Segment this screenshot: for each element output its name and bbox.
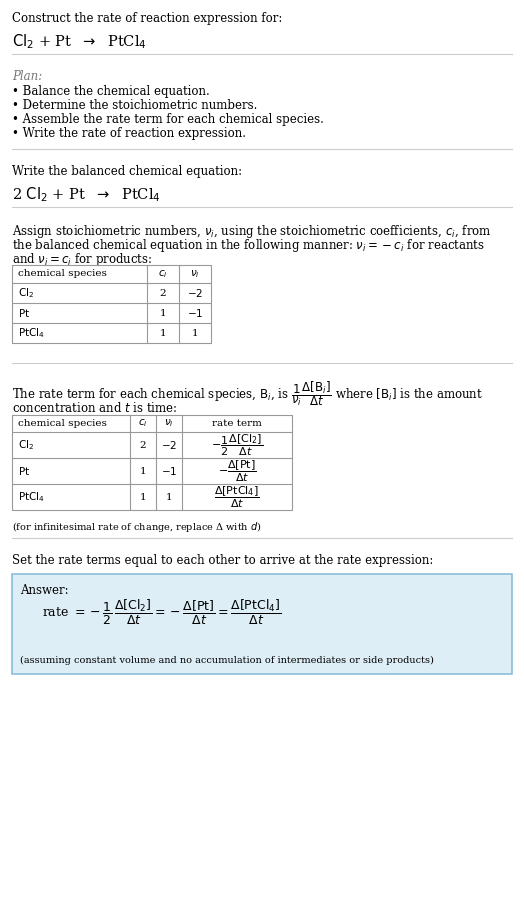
- Text: $\mathrm{Cl}_2$: $\mathrm{Cl}_2$: [18, 286, 34, 300]
- Text: and $\nu_i = c_i$ for products:: and $\nu_i = c_i$ for products:: [12, 251, 152, 268]
- Text: $\dfrac{\Delta[\mathrm{PtCl_4}]}{\Delta t}$: $\dfrac{\Delta[\mathrm{PtCl_4}]}{\Delta …: [214, 484, 260, 510]
- Text: 1: 1: [140, 492, 146, 501]
- Text: $\mathrm{PtCl}_4$: $\mathrm{PtCl}_4$: [18, 326, 45, 340]
- Text: $-2$: $-2$: [187, 287, 203, 299]
- Text: (for infinitesimal rate of change, replace Δ with $d$): (for infinitesimal rate of change, repla…: [12, 520, 261, 534]
- Text: Assign stoichiometric numbers, $\nu_i$, using the stoichiometric coefficients, $: Assign stoichiometric numbers, $\nu_i$, …: [12, 223, 492, 240]
- Text: • Assemble the rate term for each chemical species.: • Assemble the rate term for each chemic…: [12, 113, 324, 126]
- Text: 2: 2: [140, 440, 146, 450]
- Text: Write the balanced chemical equation:: Write the balanced chemical equation:: [12, 165, 242, 178]
- Text: 2 $\mathrm{Cl}_2$ + Pt  $\rightarrow$  PtCl$_4$: 2 $\mathrm{Cl}_2$ + Pt $\rightarrow$ PtC…: [12, 185, 161, 204]
- Text: $-1$: $-1$: [161, 465, 177, 477]
- Text: (assuming constant volume and no accumulation of intermediates or side products): (assuming constant volume and no accumul…: [20, 655, 434, 664]
- Text: $\mathrm{Pt}$: $\mathrm{Pt}$: [18, 465, 30, 477]
- Text: Construct the rate of reaction expression for:: Construct the rate of reaction expressio…: [12, 12, 282, 25]
- Text: 1: 1: [192, 329, 198, 338]
- Text: • Determine the stoichiometric numbers.: • Determine the stoichiometric numbers.: [12, 99, 257, 112]
- Text: • Balance the chemical equation.: • Balance the chemical equation.: [12, 85, 210, 98]
- Text: rate term: rate term: [212, 419, 262, 428]
- Bar: [12, 574, 512, 674]
- Text: $\mathrm{Cl}_2$: $\mathrm{Cl}_2$: [18, 438, 34, 452]
- Text: $c_i$: $c_i$: [158, 268, 168, 280]
- Text: 1: 1: [160, 308, 166, 318]
- Text: concentration and $t$ is time:: concentration and $t$ is time:: [12, 401, 178, 415]
- Text: 1: 1: [160, 329, 166, 338]
- Text: Plan:: Plan:: [12, 70, 42, 83]
- Bar: [12, 265, 211, 343]
- Text: • Write the rate of reaction expression.: • Write the rate of reaction expression.: [12, 127, 246, 140]
- Text: $-\dfrac{1}{2}\dfrac{\Delta[\mathrm{Cl_2}]}{\Delta t}$: $-\dfrac{1}{2}\dfrac{\Delta[\mathrm{Cl_2…: [211, 432, 263, 458]
- Text: $c_i$: $c_i$: [138, 418, 148, 430]
- Text: Answer:: Answer:: [20, 584, 69, 597]
- Text: chemical species: chemical species: [18, 419, 107, 428]
- Text: The rate term for each chemical species, $\mathrm{B}_i$, is $\dfrac{1}{\nu_i}\df: The rate term for each chemical species,…: [12, 379, 483, 408]
- Text: 1: 1: [166, 492, 172, 501]
- Text: $\mathrm{Pt}$: $\mathrm{Pt}$: [18, 307, 30, 319]
- Text: $-\dfrac{\Delta[\mathrm{Pt}]}{\Delta t}$: $-\dfrac{\Delta[\mathrm{Pt}]}{\Delta t}$: [217, 459, 256, 484]
- Bar: [12, 415, 292, 510]
- Text: the balanced chemical equation in the following manner: $\nu_i = -c_i$ for react: the balanced chemical equation in the fo…: [12, 237, 485, 254]
- Text: 1: 1: [140, 467, 146, 476]
- Text: Set the rate terms equal to each other to arrive at the rate expression:: Set the rate terms equal to each other t…: [12, 554, 433, 567]
- Text: $\mathrm{Cl}_2$ + Pt  $\rightarrow$  PtCl$_4$: $\mathrm{Cl}_2$ + Pt $\rightarrow$ PtCl$…: [12, 32, 147, 51]
- Text: $-2$: $-2$: [161, 439, 177, 451]
- Text: $\nu_i$: $\nu_i$: [164, 418, 174, 430]
- Text: 2: 2: [160, 288, 166, 298]
- Text: $-1$: $-1$: [187, 307, 203, 319]
- Text: rate $= -\dfrac{1}{2}\,\dfrac{\Delta[\mathrm{Cl_2}]}{\Delta t} = -\dfrac{\Delta[: rate $= -\dfrac{1}{2}\,\dfrac{\Delta[\ma…: [42, 598, 281, 626]
- Text: $\nu_i$: $\nu_i$: [190, 268, 200, 280]
- Text: $\mathrm{PtCl}_4$: $\mathrm{PtCl}_4$: [18, 490, 45, 504]
- Text: chemical species: chemical species: [18, 269, 107, 278]
